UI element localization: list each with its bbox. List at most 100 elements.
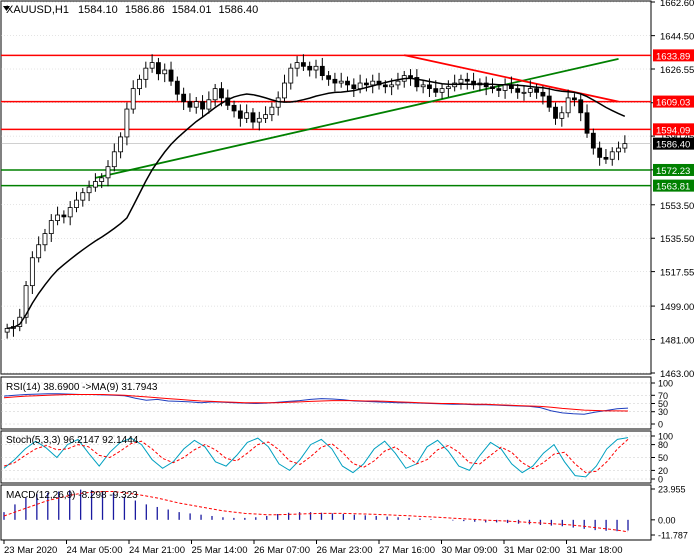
candle-body <box>275 97 281 108</box>
rsi-line <box>3 393 629 415</box>
candle-body <box>294 62 300 69</box>
level-price-label: 1609.03 <box>656 98 690 109</box>
candle-body <box>559 112 565 119</box>
indicator-tick-label: 20 <box>658 466 668 476</box>
macd-panel-frame <box>0 484 652 541</box>
candle-body <box>546 95 552 108</box>
candle-body <box>395 80 401 86</box>
candle-body <box>590 132 596 149</box>
candle-body <box>527 88 533 93</box>
price-tick-label: 1481.00 <box>660 336 694 347</box>
candle-body <box>55 214 60 221</box>
candle-body <box>29 257 35 287</box>
candle-body <box>584 112 590 134</box>
current-price-label: 1586.40 <box>656 140 690 151</box>
candle-body <box>458 78 464 84</box>
price-tick-label: 1590.45 <box>660 132 694 143</box>
level-price-label: 1563.81 <box>656 182 690 193</box>
close-value: 1586.40 <box>219 4 259 16</box>
indicator-tick-label: 0 <box>658 420 663 430</box>
time-tick-label: 25 Mar 14:00 <box>192 545 248 556</box>
candle-body <box>237 110 243 119</box>
candle-body <box>616 147 621 153</box>
time-axis: 23 Mar 2020 24 Mar 05:00 24 Mar 21:00 25 Ma… <box>3 540 623 556</box>
collapse-arrow-icon[interactable] <box>3 6 10 11</box>
price-tick-label: 1517.55 <box>660 268 694 279</box>
candle-body <box>307 65 313 71</box>
candle-body <box>609 151 615 160</box>
time-tick-label: 31 Mar 18:00 <box>567 545 623 556</box>
price-tick-label: 1463.00 <box>660 369 694 380</box>
candle-body <box>4 327 10 333</box>
candle-body <box>137 78 142 90</box>
candle-body <box>124 108 130 138</box>
candle-body <box>219 88 224 99</box>
candle-body <box>553 106 558 119</box>
candle-body <box>496 88 502 91</box>
candle-body <box>433 88 439 93</box>
candle-body <box>490 86 495 90</box>
trend-line <box>95 57 619 179</box>
time-tick-label: 23 Mar 2020 <box>4 545 57 556</box>
candle-body <box>193 101 199 108</box>
time-tick-label: 31 Mar 02:00 <box>504 545 560 556</box>
price-tick-label: 1535.50 <box>660 234 694 245</box>
candle-body <box>206 99 212 110</box>
candle-body <box>326 75 332 80</box>
candle-body <box>382 84 388 88</box>
time-tick-label: 27 Mar 16:00 <box>379 545 435 556</box>
macd-signal-line <box>3 491 629 533</box>
candle-body <box>345 80 350 86</box>
price-tick-label: 1626.55 <box>660 65 694 76</box>
candle-body <box>565 97 571 114</box>
candle-body <box>149 62 155 69</box>
candle-body <box>572 97 577 101</box>
candle-body <box>156 62 161 75</box>
candle-body <box>162 69 168 75</box>
candle-body <box>364 82 369 86</box>
indicator-tick-label: 0 <box>658 475 663 485</box>
level-price-tag <box>653 95 694 108</box>
high-value: 1586.86 <box>125 4 165 16</box>
price-tick-label: 1662.60 <box>660 0 694 9</box>
time-tick-label: 26 Mar 07:00 <box>254 545 310 556</box>
rsi-gridlines <box>1 382 651 425</box>
candle-body <box>48 220 54 234</box>
candle-body <box>212 88 218 101</box>
indicator-tick-label: 70 <box>658 391 668 401</box>
moving-average-line <box>7 77 626 330</box>
indicator-tick-label: -11.787 <box>658 531 688 541</box>
low-value: 1584.01 <box>172 4 212 16</box>
stochastic-title: Stoch(5,3,3) 96.2147 92.1444 <box>6 435 139 446</box>
candle-body <box>105 166 111 179</box>
candle-body <box>200 101 205 110</box>
open-value: 1584.10 <box>78 4 118 16</box>
time-tick-label: 24 Mar 05:00 <box>67 545 123 556</box>
candle-body <box>92 181 98 188</box>
price-panel: 1662.601644.501626.551608.401590.451572.… <box>0 0 694 380</box>
macd-axis: 23.955 0.00 -11.787 <box>651 485 688 541</box>
candle-body <box>256 117 262 123</box>
candle-body <box>319 65 325 77</box>
trend-lines <box>95 54 619 179</box>
candle-body <box>187 101 193 108</box>
candle-body <box>181 93 187 103</box>
price-tick-label: 1553.50 <box>660 201 694 212</box>
candle-body <box>244 112 250 119</box>
price-panel-frame <box>0 0 652 375</box>
horizontal-levels <box>1 54 651 187</box>
candle-body <box>80 192 86 201</box>
candle-body <box>269 106 275 116</box>
candles <box>4 54 628 339</box>
candle-body <box>515 88 521 93</box>
stochastic-d-line <box>3 439 629 474</box>
macd-title: MACD(12,26,9) -8.298 -9.323 <box>6 490 138 501</box>
price-tick-label: 1644.50 <box>660 32 694 43</box>
rsi-title: RSI(14) 38.6900 ->MA(9) 31.7943 <box>6 382 158 393</box>
candle-body <box>427 84 432 90</box>
